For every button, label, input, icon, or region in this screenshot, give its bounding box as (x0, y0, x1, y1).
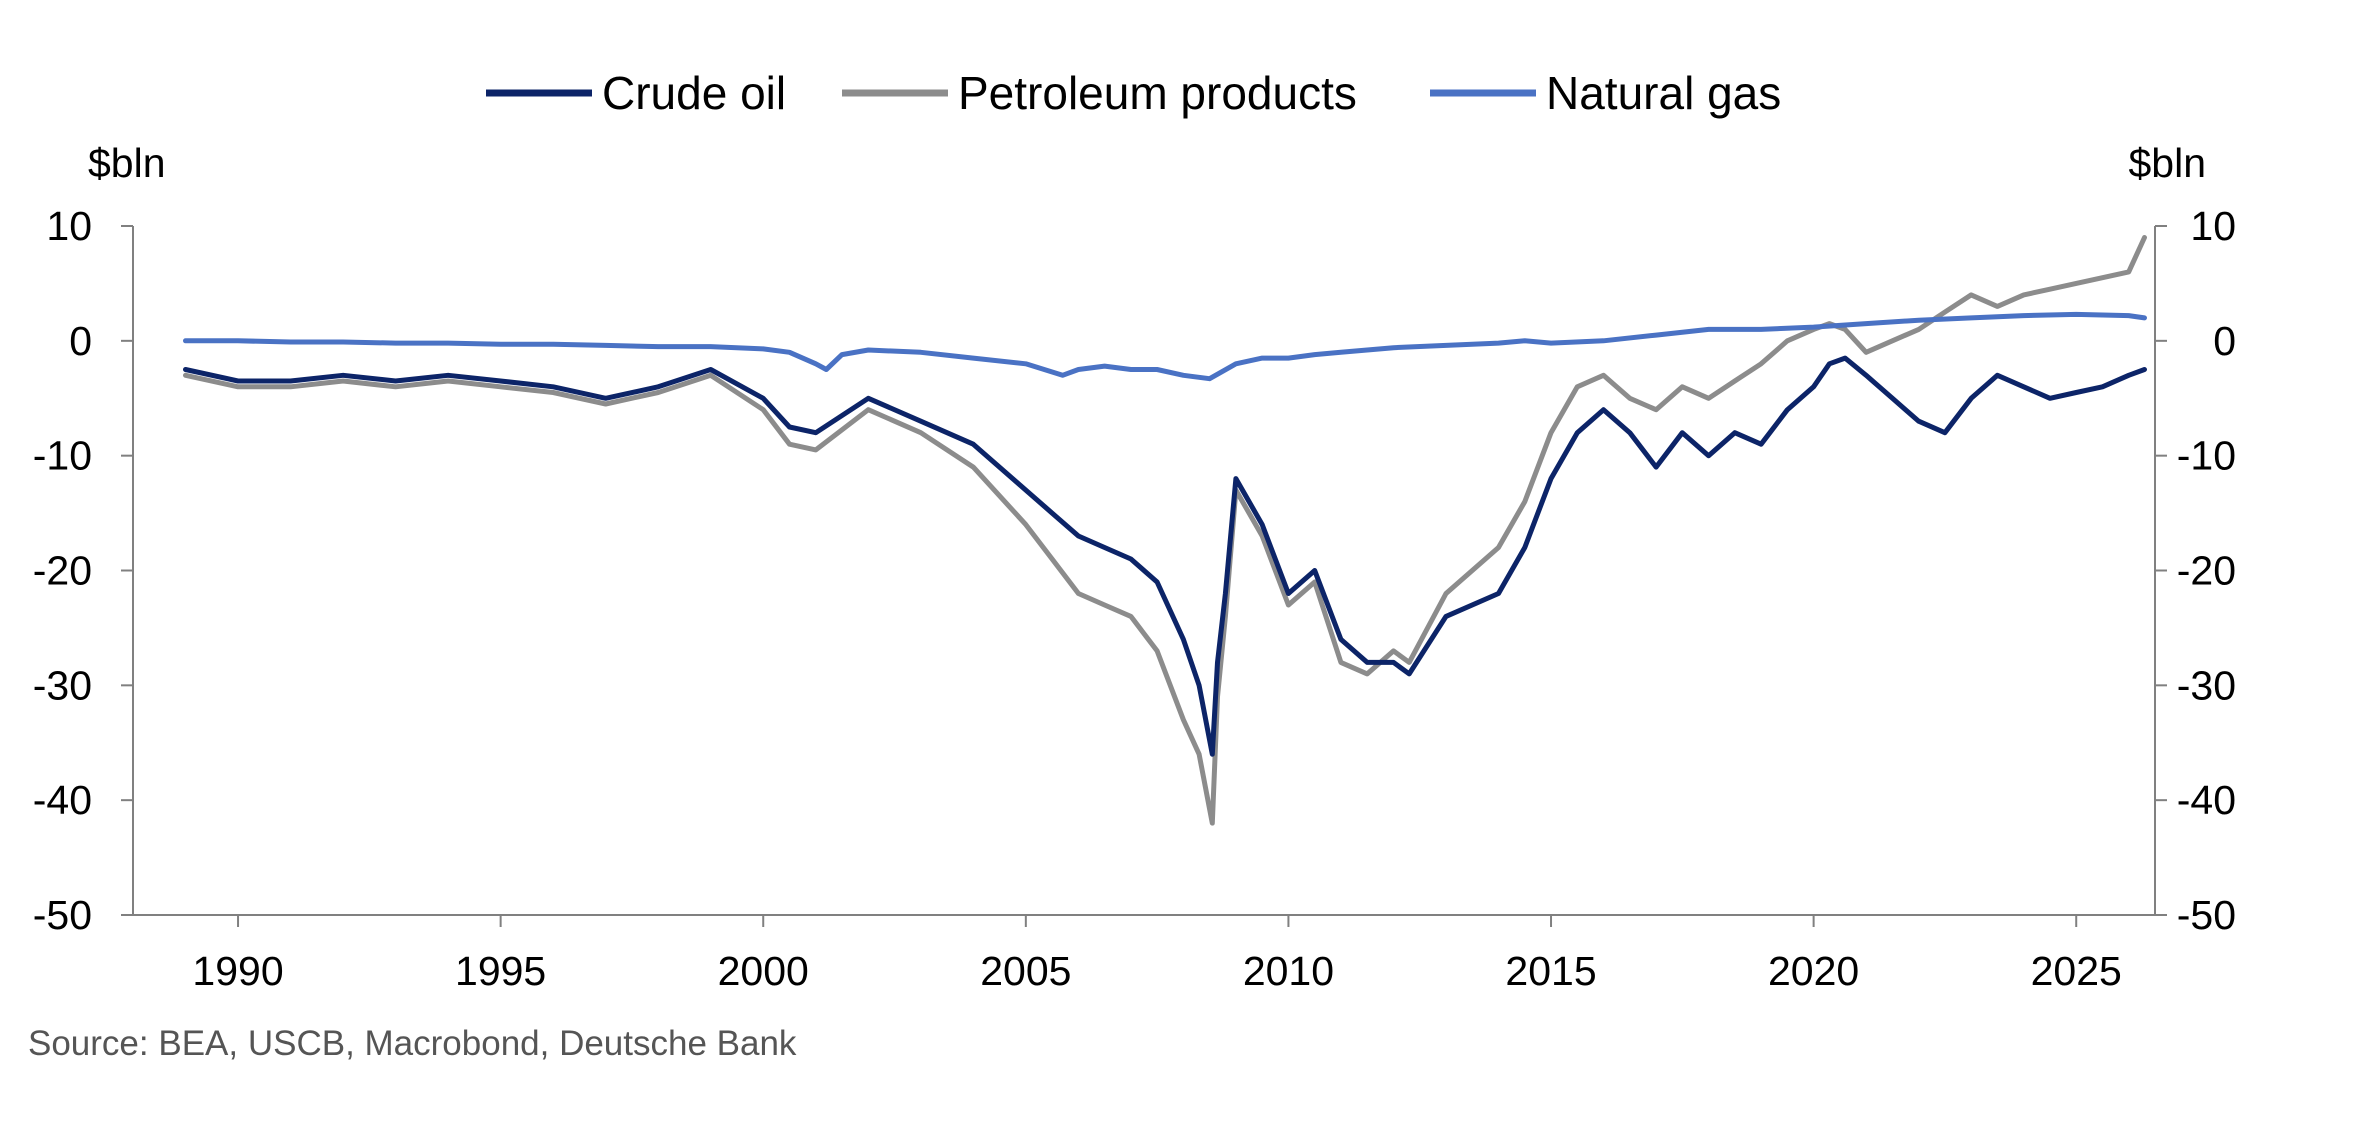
x-tick-label: 2020 (1768, 948, 1859, 994)
y-tick-label-right: -40 (2177, 777, 2236, 823)
y-tick-label-left: -30 (33, 662, 92, 708)
y-tick-label-left: -40 (33, 777, 92, 823)
y-unit-left: $bln (88, 140, 166, 186)
series-line-crude-oil (183, 355, 2147, 757)
series-line-petroleum-products (183, 235, 2147, 826)
series-line-natural-gas (183, 311, 2147, 382)
legend-label-crude-oil: Crude oil (602, 67, 786, 119)
y-tick-label-right: -20 (2177, 548, 2236, 594)
x-tick-label: 2025 (2031, 948, 2122, 994)
y-tick-label-left: -10 (33, 433, 92, 479)
x-tick-label: 1995 (455, 948, 546, 994)
legend-label-natural-gas: Natural gas (1546, 67, 1781, 119)
axis-ticks: 10 10 0 0 -10 -10 -20 -20 -30 -30 -40 -40 -50 -50 1990… (33, 203, 2236, 994)
y-tick-label-right: -50 (2177, 892, 2236, 938)
x-tick-label: 2010 (1243, 948, 1334, 994)
series-lines (183, 235, 2147, 826)
y-tick-label-left: -20 (33, 548, 92, 594)
y-unit-right: $bln (2128, 140, 2206, 186)
y-tick-label-right: 10 (2190, 203, 2236, 249)
x-tick-label: 2015 (1505, 948, 1596, 994)
y-tick-label-right: -10 (2177, 433, 2236, 479)
x-tick-label: 2005 (980, 948, 1071, 994)
y-tick-label-right: 0 (2213, 318, 2236, 364)
x-tick-label: 2000 (718, 948, 809, 994)
x-tick-label: 1990 (192, 948, 283, 994)
y-tick-label-left: -50 (33, 892, 92, 938)
source-note: Source: BEA, USCB, Macrobond, Deutsche B… (28, 1024, 797, 1063)
y-tick-label-left: 10 (46, 203, 92, 249)
y-tick-label-left: 0 (69, 318, 92, 364)
legend-label-petroleum-products: Petroleum products (958, 67, 1357, 119)
legend: Crude oil Petroleum products Natural gas (486, 67, 1781, 119)
y-tick-label-right: -30 (2177, 662, 2236, 708)
